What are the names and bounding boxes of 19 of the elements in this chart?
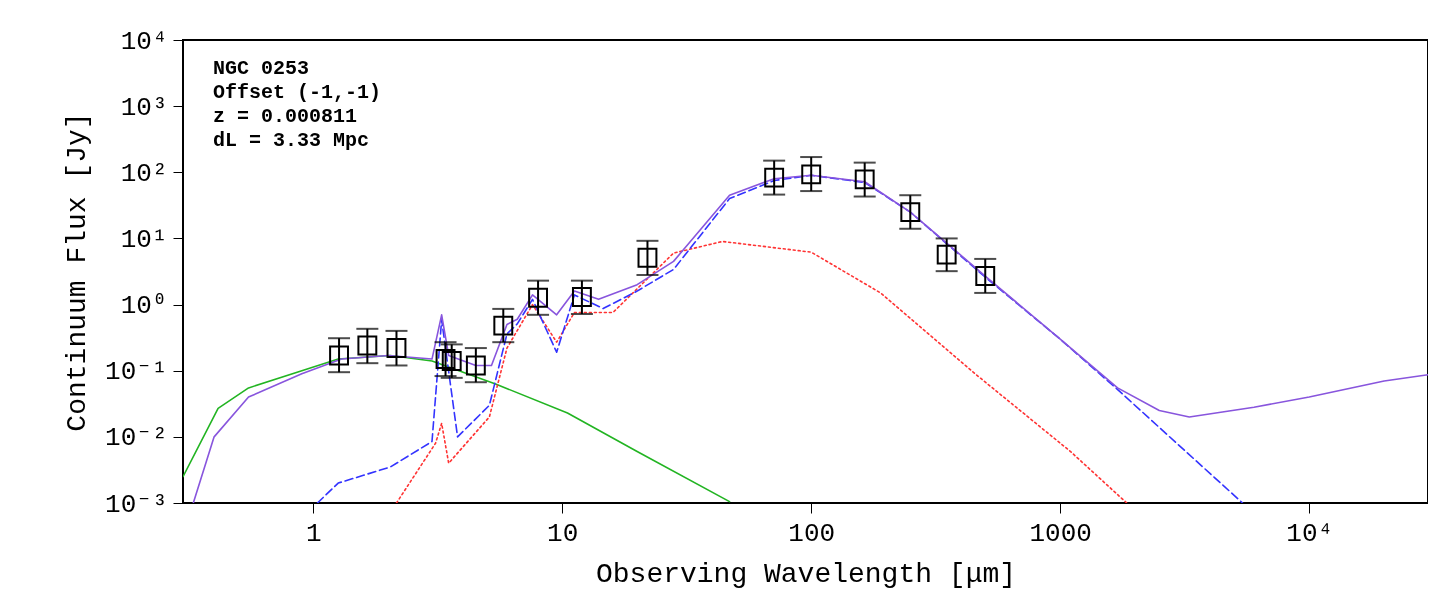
y-tick-label: 10⁻³ — [105, 489, 168, 520]
x-tick-label: 10 — [547, 518, 579, 549]
y-tick-label: 10⁻² — [105, 423, 168, 454]
x-tick-label: 1 — [305, 518, 322, 549]
y-tick-label: 10³ — [120, 92, 168, 123]
x-tick-label: 1000 — [1029, 518, 1092, 549]
y-axis-title: Continuum Flux [Jy] — [62, 112, 94, 432]
x-tick-label: 10⁴ — [1286, 518, 1334, 549]
y-tick-label: 10⁴ — [120, 26, 168, 57]
y-tick-label: 10¹ — [120, 224, 168, 255]
y-tick-label: 10⁻¹ — [105, 357, 168, 388]
annotation: z = 0.000811 — [213, 105, 358, 128]
annotation: Offset (-1,-1) — [213, 81, 382, 104]
annotation: NGC 0253 — [213, 57, 310, 80]
x-tick-label: 100 — [788, 518, 836, 549]
y-tick-label: 10² — [120, 158, 168, 189]
y-tick-label: 10⁰ — [120, 291, 168, 322]
x-axis-title: Observing Wavelength [μm] — [595, 558, 1017, 590]
annotation: dL = 3.33 Mpc — [213, 129, 370, 152]
